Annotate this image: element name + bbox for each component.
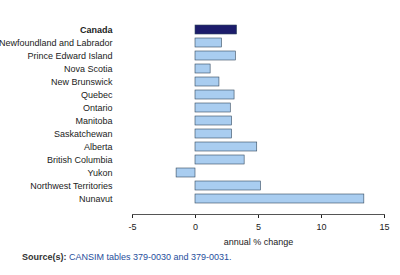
- svg-text:Canada: Canada: [80, 25, 114, 35]
- svg-text:10: 10: [316, 222, 326, 232]
- svg-text:5: 5: [256, 222, 261, 232]
- svg-text:-5: -5: [128, 222, 136, 232]
- svg-text:Quebec: Quebec: [81, 90, 113, 100]
- svg-text:Saskatchewan: Saskatchewan: [54, 129, 113, 139]
- svg-text:British Columbia: British Columbia: [47, 155, 113, 165]
- svg-text:Prince Edward Island: Prince Edward Island: [27, 51, 112, 61]
- svg-text:Newfoundland and Labrador: Newfoundland and Labrador: [0, 38, 113, 48]
- svg-text:Nova Scotia: Nova Scotia: [64, 64, 113, 74]
- svg-text:15: 15: [379, 222, 389, 232]
- html-text:Source(s): CANSIM tables 379-0: Source(s): CANSIM tables 379-0030 and 37…: [22, 252, 232, 262]
- svg-text:New Brunswick: New Brunswick: [51, 77, 113, 87]
- svg-text:0: 0: [193, 222, 198, 232]
- svg-text:Yukon: Yukon: [87, 168, 112, 178]
- svg-text:Alberta: Alberta: [84, 142, 113, 152]
- svg-text:annual % change: annual % change: [224, 237, 294, 247]
- svg-text:Nunavut: Nunavut: [79, 194, 113, 204]
- svg-text:Manitoba: Manitoba: [75, 116, 112, 126]
- svg-text:Northwest Territories: Northwest Territories: [30, 181, 113, 191]
- svg-text:Ontario: Ontario: [83, 103, 113, 113]
